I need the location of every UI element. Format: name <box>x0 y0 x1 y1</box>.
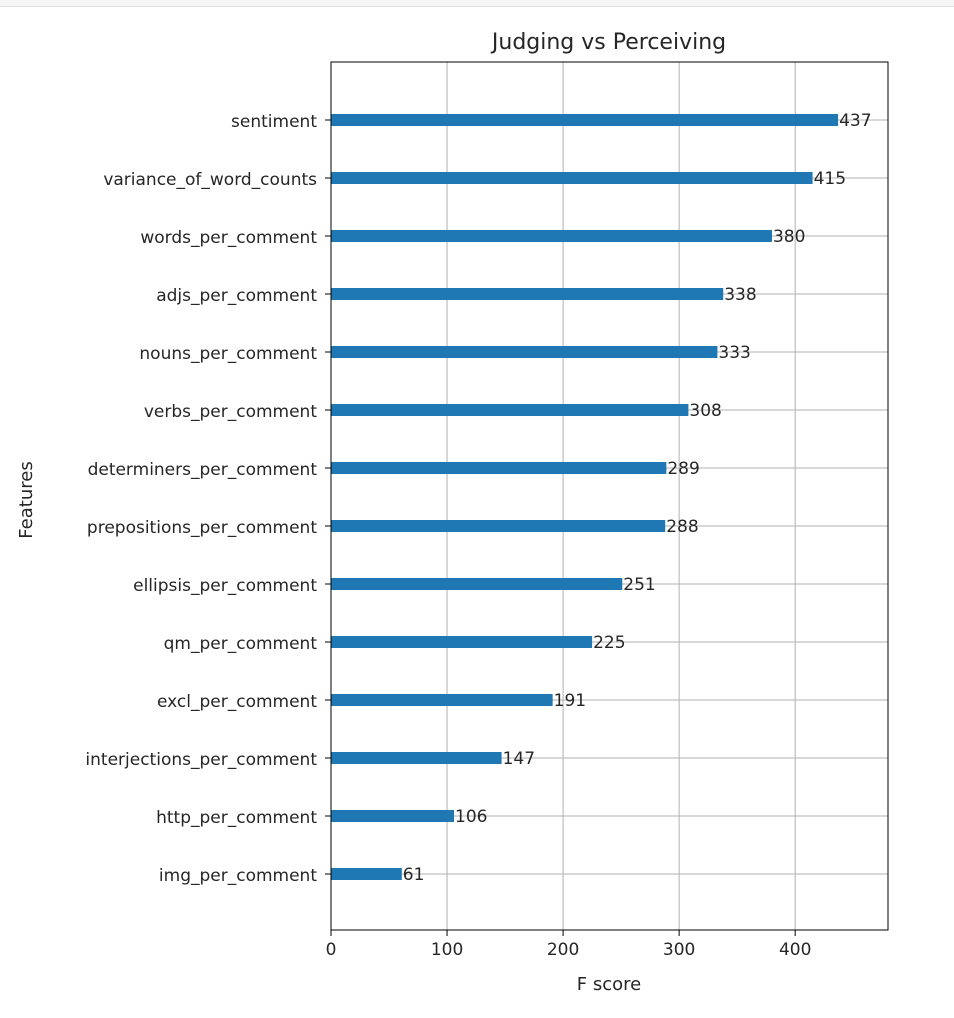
y-tick-label: variance_of_word_counts <box>103 170 317 190</box>
y-tick-label: adjs_per_comment <box>156 286 317 306</box>
x-tick-label: 400 <box>779 940 811 960</box>
x-tick-label: 200 <box>547 940 579 960</box>
bar-value-label: 106 <box>455 807 487 827</box>
bar-value-label: 61 <box>403 865 425 885</box>
y-tick-label: sentiment <box>231 112 317 132</box>
bar <box>331 404 689 416</box>
bar-value-label: 308 <box>689 401 721 421</box>
y-tick-label: ellipsis_per_comment <box>133 576 317 596</box>
y-tick-label: excl_per_comment <box>157 692 317 712</box>
y-tick-label: qm_per_comment <box>164 634 318 654</box>
bars <box>331 114 839 880</box>
bar <box>331 172 813 184</box>
bar <box>331 346 718 358</box>
bar-value-label: 289 <box>667 459 699 479</box>
bar-value-label: 380 <box>773 227 805 247</box>
bar-value-label: 437 <box>839 111 871 131</box>
x-axis-ticks: 0 100 200 300 400 <box>326 930 811 960</box>
y-tick-label: determiners_per_comment <box>88 460 318 480</box>
x-tick-label: 100 <box>431 940 463 960</box>
bar-value-label: 147 <box>503 749 535 769</box>
bar <box>331 288 724 300</box>
y-tick-label: img_per_comment <box>159 866 317 886</box>
y-tick-label: interjections_per_comment <box>85 750 317 770</box>
x-tick-label: 300 <box>663 940 695 960</box>
bar-value-label: 338 <box>724 285 756 305</box>
bar <box>331 230 772 242</box>
bar <box>331 114 839 126</box>
bar <box>331 636 593 648</box>
y-tick-label: words_per_comment <box>140 228 317 248</box>
y-tick-label: verbs_per_comment <box>144 402 317 422</box>
bar-value-label: 333 <box>718 343 750 363</box>
x-axis-label: F score <box>577 974 641 995</box>
bar <box>331 752 502 764</box>
plot-area-frame <box>330 61 889 931</box>
gridlines <box>330 62 888 930</box>
y-tick-label: http_per_comment <box>156 808 317 828</box>
bar <box>331 694 553 706</box>
bar <box>331 578 623 590</box>
y-tick-label: nouns_per_comment <box>139 344 317 364</box>
bar-value-label: 251 <box>623 575 655 595</box>
notebook-output-border <box>0 0 954 7</box>
bar <box>331 462 667 474</box>
bar <box>331 810 455 822</box>
bar-value-label: 415 <box>814 169 846 189</box>
y-tick-label: prepositions_per_comment <box>87 518 317 538</box>
y-axis-ticks: sentiment variance_of_word_counts words_pe… <box>85 112 331 886</box>
bar-value-label: 191 <box>554 691 586 711</box>
bar-value-label: 225 <box>593 633 625 653</box>
y-axis-label: Features <box>16 461 37 538</box>
bar <box>331 868 402 880</box>
value-labels: 437 415 380 338 333 308 289 288 251 225 191 147 106 6… <box>403 111 872 885</box>
bar-value-label: 288 <box>666 517 698 537</box>
x-tick-label: 0 <box>326 940 337 960</box>
bar <box>331 520 666 532</box>
chart-title: Judging vs Perceiving <box>490 30 726 55</box>
